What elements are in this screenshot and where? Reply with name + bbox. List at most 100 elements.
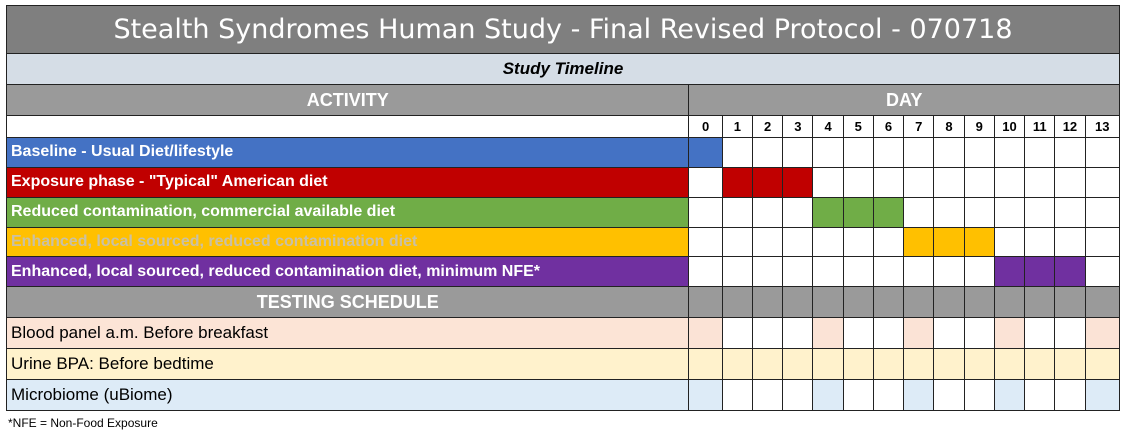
test-label: Urine BPA: Before bedtime (5, 348, 690, 380)
blank-label-cell (5, 115, 690, 138)
testing-header-cell (1054, 286, 1086, 319)
header-row: ACTIVITY DAY (5, 84, 1120, 117)
phase-day-cell (751, 256, 784, 288)
phase-day-cell (721, 256, 753, 288)
test-day-cell-scheduled (903, 317, 935, 350)
phase-day-cell (842, 226, 874, 258)
test-label: Blood panel a.m. Before breakfast (5, 317, 690, 350)
phase-day-cell (963, 256, 995, 288)
phase-day-cell (993, 166, 1026, 198)
phase-day-cell (812, 166, 844, 198)
phase-day-cell-active (812, 196, 844, 228)
day-number: 6 (872, 115, 905, 138)
phase-day-cell (1024, 136, 1056, 168)
day-number: 3 (782, 115, 814, 138)
test-row: Blood panel a.m. Before breakfast (5, 317, 1121, 350)
test-day-cell (751, 378, 784, 412)
phase-day-cell-active (903, 226, 935, 258)
test-day-cell (721, 317, 753, 350)
phase-day-cell (1054, 196, 1086, 228)
phase-day-cell (1084, 226, 1121, 258)
testing-header-cell (721, 286, 753, 319)
phase-day-cell (688, 196, 723, 228)
test-day-cell-scheduled (688, 378, 723, 412)
phase-day-cell (993, 226, 1026, 258)
testing-header-cell (963, 286, 995, 319)
phase-day-cell (688, 226, 723, 258)
phase-label: Enhanced, local sourced, reduced contami… (5, 256, 690, 288)
test-day-cell (933, 317, 965, 350)
day-number: 5 (842, 115, 874, 138)
phase-day-cell-active (842, 196, 874, 228)
phase-day-cell (872, 256, 905, 288)
test-day-cell-scheduled (842, 348, 874, 380)
test-day-cell (721, 378, 753, 412)
test-day-cell (751, 317, 784, 350)
test-day-cell-scheduled (963, 348, 995, 380)
phase-day-cell (688, 166, 723, 198)
phase-day-cell-active (993, 256, 1026, 288)
test-day-cell-scheduled (812, 317, 844, 350)
title-row: Stealth Syndromes Human Study - Final Re… (6, 4, 1120, 55)
test-row: Urine BPA: Before bedtime (5, 348, 1121, 380)
phase-day-cell (782, 136, 814, 168)
test-day-cell-scheduled (688, 317, 723, 350)
test-day-cell (872, 317, 905, 350)
test-day-cell (963, 378, 995, 412)
phase-row: Enhanced, local sourced, reduced contami… (5, 256, 1121, 288)
test-day-cell (933, 378, 965, 412)
phase-day-cell (903, 256, 935, 288)
day-number: 0 (688, 115, 723, 138)
test-day-cell (1054, 317, 1086, 350)
phase-day-cell (1024, 226, 1056, 258)
testing-header-cell (933, 286, 965, 319)
phase-day-cell-active (688, 136, 723, 168)
day-number: 4 (812, 115, 844, 138)
test-day-cell-scheduled (1084, 317, 1121, 350)
phase-day-cell (1084, 136, 1121, 168)
phase-label: Enhanced, local sourced, reduced contami… (5, 226, 690, 258)
test-day-cell (1024, 378, 1056, 412)
test-day-cell (963, 317, 995, 350)
test-day-cell-scheduled (933, 348, 965, 380)
testing-header-cell (903, 286, 935, 319)
testing-header-cell (751, 286, 784, 319)
phase-day-cell (1054, 166, 1086, 198)
test-day-cell (842, 317, 874, 350)
phase-day-cell (933, 136, 965, 168)
phase-day-cell (1084, 166, 1121, 198)
phase-row: Enhanced, local sourced, reduced contami… (5, 226, 1121, 258)
phase-label: Exposure phase - "Typical" American diet (5, 166, 690, 198)
phase-day-cell-active (751, 166, 784, 198)
testing-header-cell (812, 286, 844, 319)
phase-day-cell-active (933, 226, 965, 258)
phase-day-cell (933, 166, 965, 198)
phase-day-cell-active (782, 166, 814, 198)
phase-day-cell (993, 196, 1026, 228)
phase-day-cell (903, 196, 935, 228)
test-day-cell-scheduled (872, 348, 905, 380)
phase-day-cell (782, 256, 814, 288)
test-day-cell-scheduled (993, 317, 1026, 350)
testing-header-cell (872, 286, 905, 319)
test-day-cell-scheduled (993, 348, 1026, 380)
phase-day-cell (721, 136, 753, 168)
phase-day-cell-active (721, 166, 753, 198)
day-number: 7 (903, 115, 935, 138)
phase-day-cell (1084, 256, 1121, 288)
test-day-cell-scheduled (1084, 348, 1121, 380)
test-day-cell-scheduled (688, 348, 723, 380)
day-number-row: 0 1 2 3 4 5 6 7 8 9 10 11 12 13 (5, 115, 1121, 138)
phase-day-cell (903, 166, 935, 198)
phase-day-cell (1054, 226, 1086, 258)
phase-day-cell (721, 226, 753, 258)
phase-day-cell (1024, 166, 1056, 198)
day-number: 13 (1084, 115, 1121, 138)
testing-header-cell (842, 286, 874, 319)
testing-header-cell (1024, 286, 1056, 319)
phase-day-cell-active (1054, 256, 1086, 288)
phase-day-cell (751, 196, 784, 228)
day-number: 12 (1054, 115, 1086, 138)
phase-day-cell (1084, 196, 1121, 228)
test-row: Microbiome (uBiome) (5, 378, 1121, 412)
